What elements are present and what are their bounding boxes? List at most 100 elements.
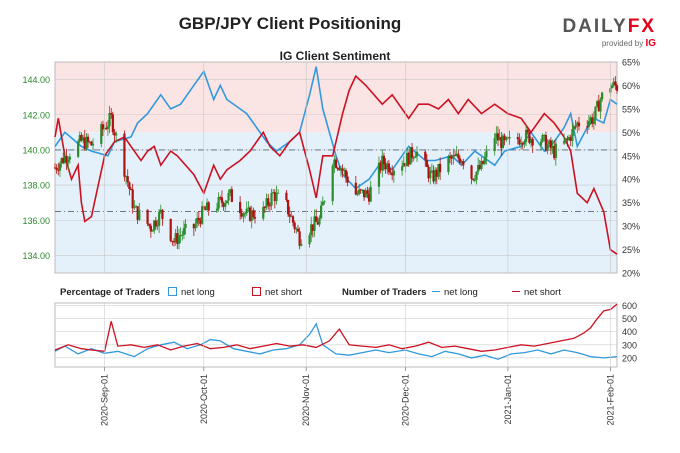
candle-body <box>177 236 181 244</box>
candle-body <box>239 201 242 214</box>
candles-group <box>53 76 619 250</box>
candle-body <box>252 210 255 218</box>
candle-body <box>159 209 162 212</box>
candle-body <box>293 222 296 229</box>
number-tick-label: 400 <box>622 327 637 337</box>
candle-body <box>291 216 295 223</box>
candle-body <box>343 170 346 172</box>
number-net-short-line <box>54 303 618 353</box>
candle-body <box>364 190 367 198</box>
price-tick-label: 144.00 <box>22 75 50 85</box>
candle-body <box>136 206 139 220</box>
candle-body <box>154 220 157 227</box>
candle-body <box>541 134 544 142</box>
candle-body <box>197 218 200 221</box>
candle-body <box>176 233 179 244</box>
candle-body <box>437 163 440 177</box>
candle-body <box>90 141 93 146</box>
percent-tick-label: 25% <box>622 245 640 255</box>
logo-provided: provided by <box>601 39 644 48</box>
candle-body <box>88 141 91 143</box>
legend-num-long: net long <box>432 287 478 298</box>
candle-body <box>405 152 409 167</box>
candle-body <box>597 101 600 112</box>
candle-body <box>361 189 364 191</box>
candle-body <box>614 81 617 86</box>
candle-body <box>384 164 387 170</box>
candle-body <box>184 223 187 229</box>
x-tick-label: 2020-Dec-01 <box>400 374 410 426</box>
dailyfx-logo: DAILYFX provided by IG <box>560 16 670 49</box>
candle-body <box>227 192 230 201</box>
candle-body <box>551 145 554 149</box>
candle-body <box>172 240 176 243</box>
candle-body <box>207 202 210 211</box>
price-tick-label: 134.00 <box>22 251 50 261</box>
x-tick-label: 2020-Oct-01 <box>199 374 209 424</box>
candle-body <box>577 122 581 127</box>
candle-body <box>108 113 111 127</box>
candle-body <box>62 157 65 163</box>
candle-body <box>138 209 141 220</box>
candle-body <box>381 155 384 171</box>
candle-body <box>201 206 204 224</box>
candle-body <box>310 224 313 236</box>
x-tick-label: 2020-Nov-01 <box>301 374 311 426</box>
candle-body <box>496 133 500 141</box>
candle-body <box>448 156 452 158</box>
candle-body <box>220 197 224 203</box>
candle-body <box>315 216 318 222</box>
candle-body <box>123 133 126 177</box>
candle-body <box>564 138 567 141</box>
legend-pct-short: net short <box>252 287 302 298</box>
legend-num-heading: Number of Traders <box>342 287 427 298</box>
candle-body <box>572 126 576 130</box>
candle-body <box>477 165 480 172</box>
candle-body <box>450 156 453 159</box>
candle-body <box>272 192 275 194</box>
candle-body <box>574 126 577 128</box>
candle-body <box>318 218 321 225</box>
candle-body <box>544 134 548 151</box>
candle-body <box>610 85 614 89</box>
candle-body <box>615 85 619 91</box>
candle-body <box>457 153 460 159</box>
candle-body <box>78 134 81 142</box>
candle-body <box>295 228 298 230</box>
candle-body <box>516 136 519 140</box>
price-tick-label: 136.00 <box>22 216 50 226</box>
candle-body <box>179 234 182 237</box>
candle-body <box>592 118 595 124</box>
candle-body <box>58 163 62 171</box>
candle-body <box>219 197 222 199</box>
candle-body <box>427 166 430 179</box>
candle-body <box>217 197 220 209</box>
candle-body <box>320 205 323 219</box>
number-tick-label: 500 <box>622 314 637 324</box>
candle-body <box>199 220 202 224</box>
candle-body <box>452 155 455 159</box>
candle-body <box>134 206 138 208</box>
candle-body <box>225 200 229 204</box>
candle-body <box>273 192 276 202</box>
candle-body <box>576 122 579 127</box>
candle-body <box>387 163 390 173</box>
candle-body <box>501 135 505 149</box>
candle-body <box>263 206 267 208</box>
candle-body <box>296 228 300 232</box>
candle-body <box>339 168 343 171</box>
candle-body <box>470 165 473 179</box>
candle-body <box>612 81 615 86</box>
candle-body <box>524 129 528 142</box>
candle-body <box>126 176 129 183</box>
candle-body <box>148 223 151 226</box>
candle-body <box>425 159 429 167</box>
candle-body <box>415 151 419 157</box>
candle-body <box>520 143 523 145</box>
candle-body <box>245 208 248 214</box>
candle-body <box>596 101 599 107</box>
candle-body <box>587 121 590 127</box>
candle-body <box>455 153 458 156</box>
candle-body <box>336 167 339 169</box>
candle-body <box>414 156 417 158</box>
